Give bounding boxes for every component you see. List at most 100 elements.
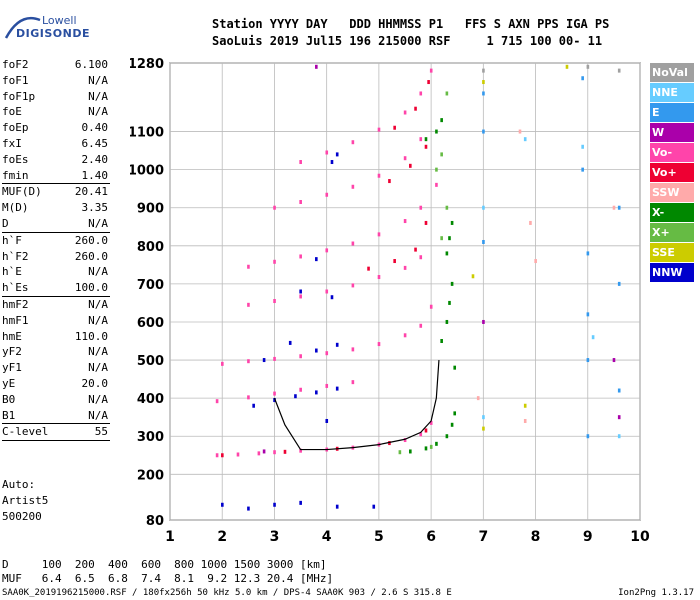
data-point	[325, 150, 329, 155]
data-point	[435, 129, 438, 134]
data-point	[450, 281, 454, 286]
legend-item-noval: NoVal	[650, 63, 694, 83]
legend-item-nnw: NNW	[650, 263, 694, 283]
data-point	[586, 434, 590, 439]
data-point	[534, 259, 537, 264]
y-tick-label: 80	[146, 514, 164, 529]
y-tick-label: 700	[137, 278, 164, 293]
data-point	[351, 283, 355, 288]
param-name: yF2	[2, 345, 22, 359]
data-point	[482, 80, 485, 85]
data-point	[440, 339, 443, 344]
param-value: N/A	[88, 297, 108, 311]
data-point	[299, 200, 302, 205]
x-tick-label: 2	[217, 529, 227, 545]
param-row: foEp 0.40	[2, 120, 110, 136]
data-point	[617, 205, 621, 210]
y-tick-label: 1000	[130, 164, 164, 179]
data-point	[335, 152, 339, 157]
param-row: foF1p N/A	[2, 89, 110, 105]
data-point	[315, 257, 318, 262]
param-row: foE N/A	[2, 104, 110, 120]
data-point	[518, 129, 522, 134]
data-point	[388, 179, 391, 184]
param-value: 2.40	[81, 152, 109, 166]
param-row: yE 20.0	[2, 376, 110, 392]
data-point	[450, 220, 454, 225]
param-value: 6.45	[81, 136, 109, 150]
data-point	[351, 347, 355, 352]
data-point	[586, 251, 590, 256]
data-point	[325, 383, 329, 388]
data-point	[215, 453, 219, 458]
data-point	[424, 144, 428, 149]
x-tick-label: 1	[165, 529, 175, 545]
data-point	[424, 446, 428, 451]
data-point	[617, 415, 621, 420]
data-point	[440, 152, 443, 157]
param-name: foEs	[2, 152, 29, 166]
auto-artist: Artist5	[2, 494, 49, 507]
y-tick-label: 400	[137, 392, 164, 407]
data-point	[453, 411, 457, 416]
param-name: hmE	[2, 329, 22, 343]
data-point	[325, 192, 329, 197]
data-point	[273, 391, 276, 396]
muf-distance-row: D 100 200 400 600 800 1000 1500 3000 [km…	[2, 558, 327, 571]
data-point	[482, 415, 485, 420]
param-value: 6.100	[74, 58, 108, 71]
data-point	[440, 236, 443, 241]
station-header: Station YYYY DAY DDD HHMMSS P1 FFS S AXN…	[212, 16, 609, 50]
param-name: foF1p	[2, 89, 36, 103]
param-name: C-level	[2, 425, 49, 439]
param-value: 3.35	[81, 201, 109, 215]
param-name: fmin	[2, 168, 29, 182]
param-value: 1.40	[81, 168, 109, 182]
param-row: M(D) 3.35	[2, 200, 110, 216]
data-point	[453, 365, 457, 370]
data-point	[612, 358, 616, 363]
data-point	[424, 137, 428, 142]
param-row: yF1 N/A	[2, 360, 110, 376]
data-point	[299, 160, 302, 165]
data-point	[351, 241, 355, 246]
data-point	[414, 247, 417, 252]
data-point	[445, 251, 449, 256]
data-point	[482, 129, 485, 134]
data-point	[325, 418, 329, 423]
param-value: 260.0	[74, 233, 108, 247]
data-point	[335, 504, 339, 509]
param-row: hmE 110.0	[2, 329, 110, 345]
legend-item-vo: Vo+	[650, 163, 694, 183]
data-point	[273, 299, 276, 304]
x-tick-label: 4	[322, 529, 332, 545]
data-point	[325, 351, 329, 356]
param-row: hmF1 N/A	[2, 313, 110, 329]
data-point	[448, 236, 451, 241]
param-separator	[2, 231, 110, 233]
y-tick-label: 300	[137, 430, 164, 445]
data-point	[273, 398, 276, 403]
param-value: N/A	[88, 345, 108, 359]
data-point	[612, 205, 616, 210]
data-point	[429, 68, 433, 73]
data-point	[523, 137, 527, 142]
param-name: fxI	[2, 136, 22, 150]
data-point	[294, 394, 297, 399]
header-line1: Station YYYY DAY DDD HHMMSS P1 FFS S AXN…	[212, 17, 610, 31]
param-separator	[2, 295, 110, 297]
param-row: B1 N/A	[2, 408, 110, 424]
data-point	[403, 438, 407, 443]
data-point	[273, 450, 276, 455]
data-point	[471, 274, 475, 279]
data-point	[325, 289, 329, 294]
logo-line1: Lowell	[42, 14, 77, 27]
data-point	[299, 448, 302, 453]
x-tick-label: 6	[426, 529, 436, 545]
data-point	[581, 76, 584, 81]
param-name: foF2	[2, 58, 29, 71]
data-point	[586, 64, 590, 69]
param-name: D	[2, 216, 9, 230]
data-point	[247, 302, 250, 307]
param-name: hmF1	[2, 313, 29, 327]
